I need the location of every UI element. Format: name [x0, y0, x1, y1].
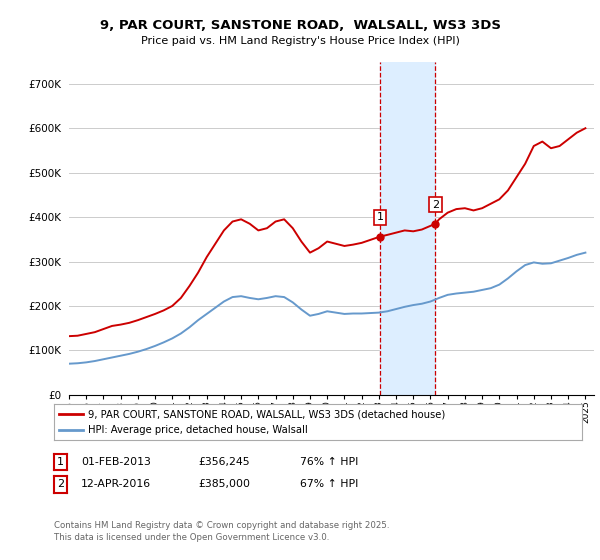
Text: This data is licensed under the Open Government Licence v3.0.: This data is licensed under the Open Gov… [54, 533, 329, 542]
Text: Price paid vs. HM Land Registry's House Price Index (HPI): Price paid vs. HM Land Registry's House … [140, 36, 460, 46]
Text: 9, PAR COURT, SANSTONE ROAD, WALSALL, WS3 3DS (detached house): 9, PAR COURT, SANSTONE ROAD, WALSALL, WS… [88, 409, 446, 419]
Text: 1: 1 [57, 457, 64, 467]
Text: 1: 1 [377, 212, 384, 222]
Text: 12-APR-2016: 12-APR-2016 [81, 479, 151, 489]
Text: HPI: Average price, detached house, Walsall: HPI: Average price, detached house, Wals… [88, 424, 308, 435]
Text: Contains HM Land Registry data © Crown copyright and database right 2025.: Contains HM Land Registry data © Crown c… [54, 521, 389, 530]
Text: 67% ↑ HPI: 67% ↑ HPI [300, 479, 358, 489]
Text: 9, PAR COURT, SANSTONE ROAD,  WALSALL, WS3 3DS: 9, PAR COURT, SANSTONE ROAD, WALSALL, WS… [100, 18, 500, 32]
Bar [380, 62, 435, 395]
Text: 2: 2 [432, 199, 439, 209]
Text: 01-FEB-2013: 01-FEB-2013 [81, 457, 151, 467]
Text: £385,000: £385,000 [198, 479, 250, 489]
Text: £356,245: £356,245 [198, 457, 250, 467]
Text: 76% ↑ HPI: 76% ↑ HPI [300, 457, 358, 467]
Text: 2: 2 [57, 479, 64, 489]
